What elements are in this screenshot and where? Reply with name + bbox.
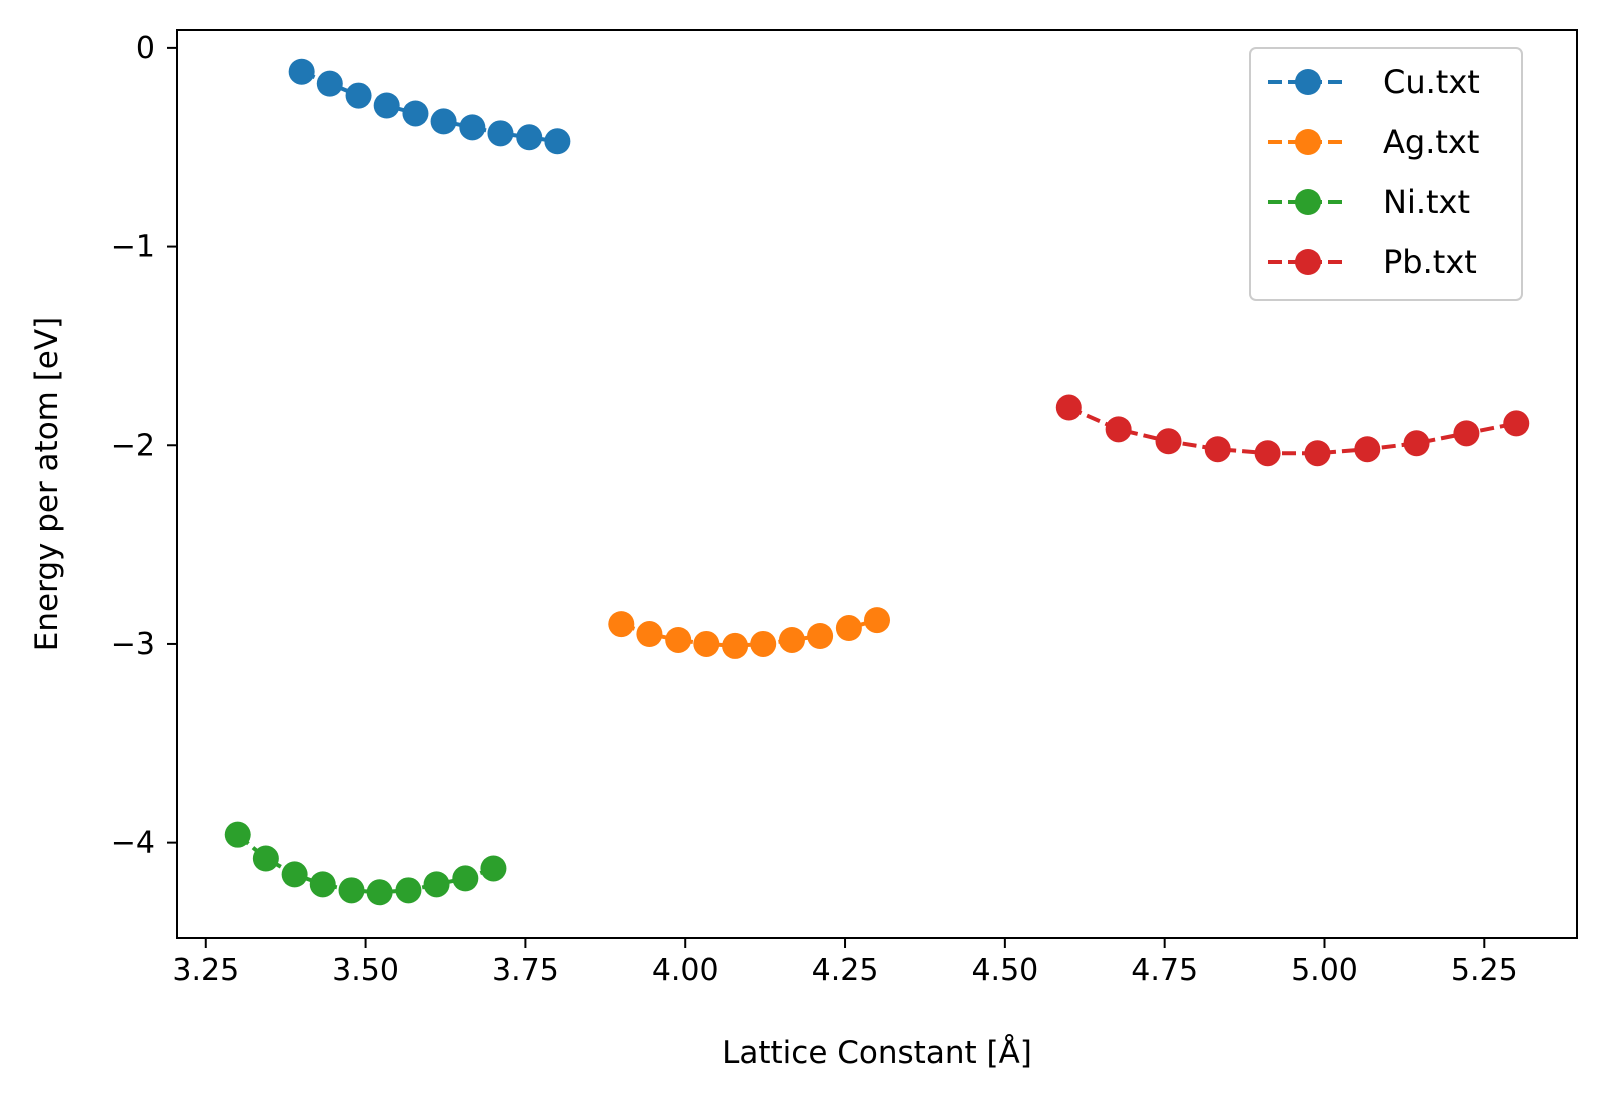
- x-tick-label: 4.25: [812, 953, 879, 988]
- data-point: [1503, 410, 1530, 437]
- data-point: [345, 82, 372, 109]
- data-point: [281, 861, 308, 888]
- data-point: [750, 630, 777, 657]
- x-tick-label: 4.75: [1131, 953, 1198, 988]
- x-tick-label: 5.25: [1451, 953, 1518, 988]
- data-point: [480, 855, 507, 882]
- data-point: [1354, 436, 1381, 463]
- legend-entry: Ni.txt: [1268, 183, 1470, 221]
- data-point: [516, 124, 543, 151]
- y-axis-label: Energy per atom [eV]: [29, 317, 65, 651]
- y-tick-label: −2: [111, 428, 155, 463]
- x-tick-label: 3.75: [492, 953, 559, 988]
- data-point: [487, 120, 514, 147]
- data-point: [402, 100, 429, 127]
- data-point: [835, 615, 862, 642]
- y-tick-label: 0: [136, 31, 155, 66]
- data-point: [1204, 436, 1231, 463]
- data-point: [338, 877, 365, 904]
- data-point: [1055, 394, 1082, 421]
- series-line-0: [300, 69, 558, 144]
- data-point: [459, 114, 486, 141]
- data-point: [1105, 416, 1132, 443]
- legend-label: Cu.txt: [1383, 63, 1480, 101]
- series-line-2: [236, 833, 495, 895]
- x-tick-label: 3.50: [332, 953, 399, 988]
- data-point: [1453, 420, 1480, 447]
- plot-lines: [236, 69, 1517, 895]
- data-point: [423, 871, 450, 898]
- data-point: [665, 626, 692, 653]
- plot-frame: [176, 29, 1578, 939]
- data-point: [693, 630, 720, 657]
- data-point: [395, 877, 422, 904]
- legend-entry: Pb.txt: [1268, 243, 1477, 281]
- data-point: [252, 845, 279, 872]
- legend-marker: [1295, 69, 1321, 95]
- series-line-3: [1067, 405, 1517, 456]
- legend-label: Ag.txt: [1383, 123, 1479, 161]
- data-point: [864, 607, 890, 634]
- x-axis-label: Lattice Constant [Å]: [722, 1035, 1032, 1071]
- y-tick-label: −1: [111, 230, 155, 265]
- data-point: [1304, 440, 1331, 467]
- data-point: [452, 865, 479, 892]
- data-point: [1155, 428, 1182, 455]
- x-tick-label: 5.00: [1291, 953, 1358, 988]
- data-point: [608, 611, 635, 638]
- data-point: [309, 871, 336, 898]
- legend-marker: [1295, 249, 1321, 275]
- legend-entry: Cu.txt: [1268, 63, 1480, 101]
- data-point: [1403, 430, 1430, 457]
- data-point: [778, 626, 805, 653]
- x-axis: 3.25 3.50 3.75 4.00 4.25 4.50 4.75 5.00 5.25: [172, 938, 1518, 988]
- data-point: [1254, 440, 1281, 467]
- y-axis: 0 −1 −2 −3 −4: [111, 31, 177, 861]
- x-tick-label: 4.50: [971, 953, 1038, 988]
- x-tick-label: 3.25: [172, 953, 239, 988]
- data-point: [544, 128, 571, 155]
- data-point: [430, 108, 457, 135]
- data-point: [288, 58, 315, 85]
- y-tick-label: −3: [111, 627, 155, 662]
- data-point: [224, 821, 251, 848]
- legend-marker: [1295, 129, 1321, 155]
- data-point: [636, 621, 663, 648]
- legend-label: Pb.txt: [1383, 243, 1477, 281]
- series-line-1: [620, 618, 878, 648]
- data-point: [366, 879, 393, 906]
- data-point: [373, 92, 400, 119]
- legend-box: [1249, 47, 1523, 301]
- y-tick-label: −4: [111, 826, 155, 861]
- data-point: [722, 632, 749, 659]
- legend-entry: Ag.txt: [1268, 123, 1479, 161]
- x-tick-label: 4.00: [652, 953, 719, 988]
- plot-markers: [224, 58, 1530, 906]
- data-point: [807, 622, 834, 649]
- data-point: [316, 70, 343, 97]
- legend-marker: [1295, 189, 1321, 215]
- legend-label: Ni.txt: [1383, 183, 1470, 221]
- legend: Cu.txt Ag.txt Ni.txt Pb.txt: [1249, 47, 1523, 301]
